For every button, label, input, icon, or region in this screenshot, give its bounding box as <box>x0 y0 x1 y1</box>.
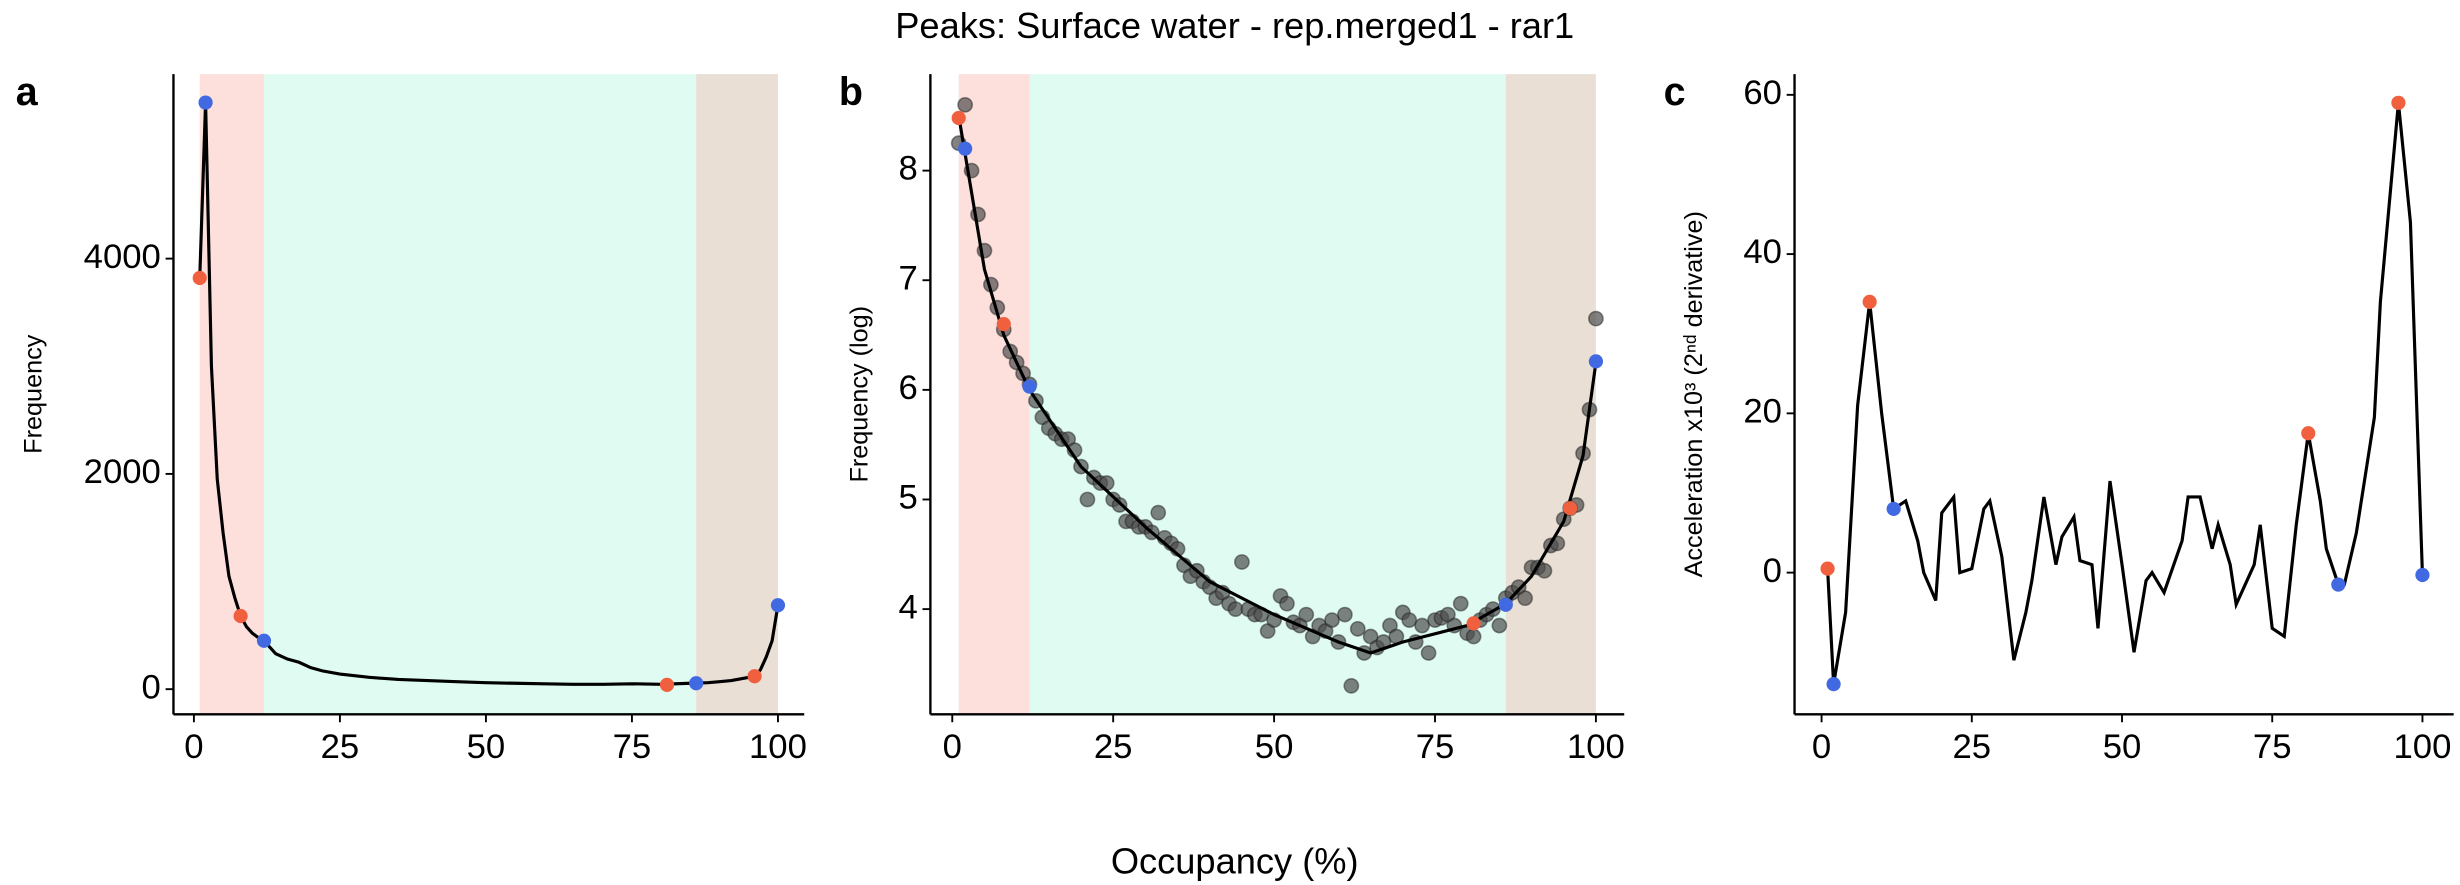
highlight-point <box>1466 616 1481 631</box>
region <box>263 74 697 715</box>
highlight-point <box>996 316 1011 332</box>
y-tick-label: 0 <box>142 668 161 706</box>
x-tick-label: 50 <box>467 728 506 766</box>
y-axis-label: Frequency <box>19 334 47 454</box>
panel: c Acceleration x10³ (2ⁿᵈ derivative) 0 20 40… <box>1664 70 2454 766</box>
highlight-point <box>198 95 213 110</box>
highlight-point <box>689 676 704 691</box>
y-tick-label: 60 <box>1743 74 1782 112</box>
highlight-point <box>770 598 786 613</box>
point <box>957 96 974 113</box>
highlight-point <box>1886 501 1901 517</box>
point <box>1150 504 1167 521</box>
point <box>1452 595 1469 612</box>
figure-title: Peaks: Surface water - rep.merged1 - rar… <box>895 5 1574 46</box>
point <box>1343 677 1360 694</box>
x-tick-label: 50 <box>2103 728 2142 766</box>
highlight-point <box>1820 561 1835 576</box>
x-tick-label: 100 <box>2394 728 2452 766</box>
point <box>1227 601 1244 618</box>
point <box>1491 617 1508 634</box>
point <box>1465 628 1482 645</box>
x-tick-label: 100 <box>1567 728 1625 766</box>
highlight-point <box>958 141 973 156</box>
point <box>1298 606 1315 623</box>
highlight-point <box>1588 354 1604 369</box>
y-tick-label: 2000 <box>84 453 161 491</box>
highlight-point <box>2415 567 2430 583</box>
point <box>1349 620 1366 637</box>
x-tick-label: 75 <box>613 728 652 766</box>
point <box>1420 645 1437 661</box>
highlight-point <box>951 110 966 126</box>
point <box>1401 612 1418 628</box>
point <box>1517 590 1533 607</box>
region <box>1029 74 1506 715</box>
highlight-point <box>1826 677 1841 692</box>
highlight-point <box>1498 597 1513 612</box>
point <box>1414 617 1431 634</box>
point <box>1337 606 1353 623</box>
panel-label: c <box>1664 70 1686 114</box>
panel-label: b <box>839 70 863 114</box>
highlight-point <box>1862 294 1877 309</box>
highlight-point <box>2331 577 2346 592</box>
x-axis-label: Occupancy (%) <box>1111 841 1359 882</box>
highlight-point <box>233 608 248 624</box>
y-tick-label: 0 <box>1763 552 1782 590</box>
region <box>1505 74 1596 715</box>
y-tick-label: 8 <box>898 150 917 188</box>
highlight-point <box>2301 426 2316 441</box>
x-tick-label: 0 <box>184 728 203 766</box>
y-axis-label: Frequency (log) <box>846 306 874 483</box>
point <box>1536 562 1553 579</box>
highlight-point <box>1563 501 1578 516</box>
x-tick-label: 25 <box>1094 728 1133 766</box>
y-tick-label: 7 <box>898 259 917 297</box>
highlight-point <box>2391 95 2406 110</box>
y-tick-label: 20 <box>1743 393 1782 431</box>
highlight-point <box>256 633 272 648</box>
highlight-point <box>1022 379 1037 394</box>
y-tick-label: 4000 <box>84 238 161 276</box>
line <box>198 102 780 686</box>
highlight-point <box>659 677 675 692</box>
region <box>199 74 264 715</box>
y-tick-label: 5 <box>898 479 917 517</box>
panel-label: a <box>16 70 39 114</box>
x-tick-label: 75 <box>1416 728 1455 766</box>
point <box>1588 310 1604 327</box>
region <box>696 74 778 715</box>
x-tick-label: 0 <box>1812 728 1831 766</box>
x-tick-label: 0 <box>943 728 962 766</box>
x-tick-label: 50 <box>1255 728 1294 766</box>
point <box>1079 491 1096 508</box>
x-tick-label: 75 <box>2253 728 2292 766</box>
x-tick-label: 25 <box>1952 728 1991 766</box>
y-tick-label: 4 <box>898 588 917 626</box>
point <box>1324 612 1340 628</box>
highlight-point <box>747 669 762 684</box>
point <box>1234 554 1250 570</box>
panel: b Frequency (log) 4 5 6 7 8 0 25 50 75 100 <box>839 70 1625 766</box>
y-tick-label: 6 <box>898 369 917 407</box>
panel: a Frequency 0 2000 4000 0 25 50 75 100 <box>16 70 807 766</box>
x-tick-label: 100 <box>749 728 807 766</box>
line <box>1826 102 2425 685</box>
x-tick-label: 25 <box>321 728 360 766</box>
y-tick-label: 40 <box>1743 233 1782 271</box>
highlight-point <box>192 270 207 286</box>
point <box>1279 595 1295 612</box>
y-axis-label: Acceleration x10³ (2ⁿᵈ derivative) <box>1680 211 1708 577</box>
